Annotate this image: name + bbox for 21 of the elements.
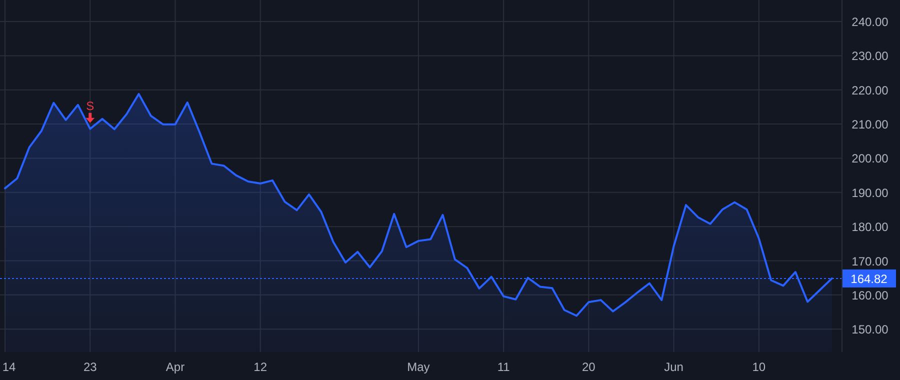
y-tick-label: 160.00 (852, 288, 889, 302)
y-tick-label: 170.00 (852, 254, 889, 268)
y-tick-label: 220.00 (852, 83, 889, 98)
x-tick-label: 23 (83, 360, 98, 374)
x-tick-label: Apr (166, 360, 185, 374)
x-tick-label: May (407, 360, 430, 374)
y-tick-label: 200.00 (852, 152, 889, 166)
x-tick-label: 20 (582, 360, 596, 374)
x-tick-label: 14 (2, 360, 16, 374)
x-tick-label: 12 (254, 360, 268, 374)
ref-line-label: 164.82 (850, 272, 888, 286)
y-tick-label: 180.00 (852, 220, 889, 234)
y-tick-label: 210.00 (852, 118, 889, 132)
y-tick-label: 190.00 (852, 186, 889, 200)
y-tick-label: 240.00 (852, 15, 889, 30)
x-tick-label: 11 (497, 360, 510, 374)
annotation: S (86, 98, 94, 113)
x-tick-label: 10 (752, 360, 766, 374)
x-tick-label: Jun (664, 360, 684, 374)
y-tick-label: 150.00 (852, 322, 889, 337)
y-tick-label: 230.00 (852, 49, 889, 64)
